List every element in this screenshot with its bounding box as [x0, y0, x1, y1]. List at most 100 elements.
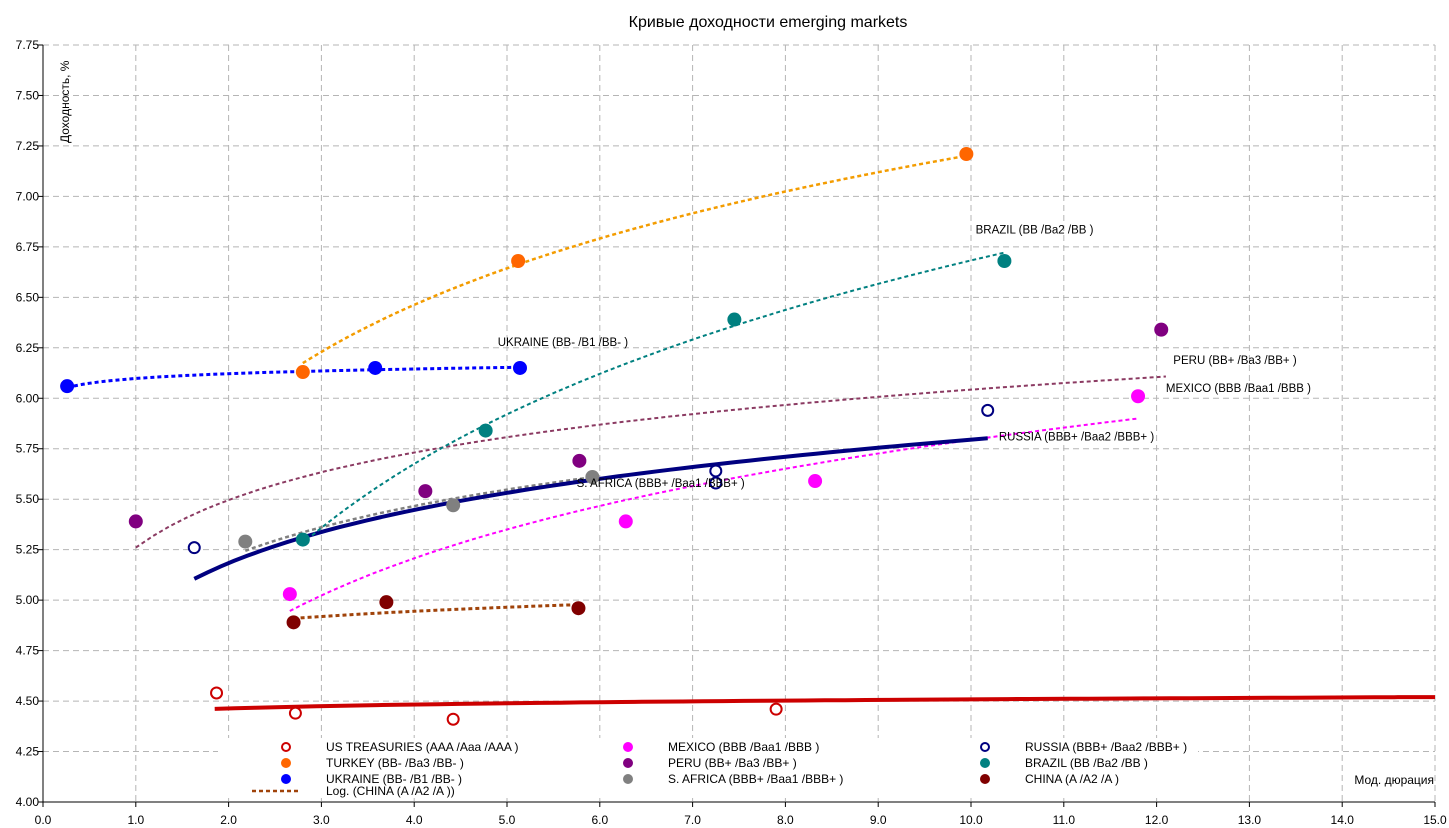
- data-point: [295, 532, 310, 547]
- legend-label: UKRAINE (BB- /B1 /BB- ): [326, 772, 462, 786]
- data-point: [295, 365, 310, 380]
- trend-line: [244, 475, 593, 552]
- series-annotation: S. AFRICA (BBB+ /Baa1 /BBB+ ): [577, 478, 745, 490]
- data-point: [727, 312, 742, 327]
- y-tick-label: 6.75: [16, 240, 40, 254]
- legend-marker: [623, 758, 633, 768]
- data-point: [997, 253, 1012, 268]
- trend-line: [135, 375, 1166, 549]
- legend-label: S. AFRICA (BBB+ /Baa1 /BBB+ ): [668, 772, 843, 786]
- series-annotation: RUSSIA (BBB+ /Baa2 /BBB+ ): [999, 432, 1154, 444]
- y-tick-label: 4.25: [16, 745, 40, 759]
- x-tick-label: 0.0: [35, 813, 52, 827]
- series-annotation: PERU (BB+ /Ba3 /BB+ ): [1173, 355, 1297, 367]
- data-point: [60, 379, 75, 394]
- data-point: [210, 686, 224, 700]
- data-point: [282, 587, 297, 602]
- x-tick-label: 15.0: [1423, 813, 1447, 827]
- chart-title: Кривые доходности emerging markets: [629, 14, 908, 31]
- legend-marker: [281, 774, 291, 784]
- y-tick-label: 6.00: [16, 391, 40, 405]
- data-point: [478, 423, 493, 438]
- legend-label: Log. (CHINA (A /A2 /A )): [326, 784, 455, 798]
- x-axis-label: Мод. дюрация: [1354, 773, 1434, 787]
- data-point: [368, 360, 383, 375]
- data-point: [446, 712, 460, 726]
- data-point: [571, 601, 586, 616]
- legend-marker: [623, 742, 633, 752]
- y-tick-label: 7.25: [16, 139, 40, 153]
- data-point: [1154, 322, 1169, 337]
- legend-label: BRAZIL (BB /Ba2 /BB ): [1025, 756, 1148, 770]
- trend-line: [293, 603, 579, 620]
- data-point: [808, 474, 823, 489]
- legend-marker: [281, 758, 291, 768]
- y-tick-label: 5.25: [16, 543, 40, 557]
- legend-marker: [980, 774, 990, 784]
- data-point: [418, 484, 433, 499]
- data-point: [187, 541, 201, 555]
- x-tick-label: 2.0: [220, 813, 237, 827]
- x-tick-label: 13.0: [1238, 813, 1262, 827]
- x-tick-label: 11.0: [1053, 813, 1076, 827]
- y-tick-label: 7.75: [16, 38, 40, 52]
- data-point: [511, 253, 526, 268]
- y-tick-label: 4.00: [16, 795, 40, 809]
- data-point: [769, 702, 783, 716]
- legend-marker: [980, 742, 990, 752]
- y-tick-label: 7.00: [16, 189, 40, 203]
- trend-line: [214, 695, 1435, 711]
- trend-line: [66, 365, 521, 390]
- y-tick-label: 5.75: [16, 442, 40, 456]
- series-annotation: BRAZIL (BB /Ba2 /BB ): [976, 225, 1094, 237]
- x-tick-label: 5.0: [499, 813, 516, 827]
- data-point: [288, 706, 302, 720]
- legend-label: CHINA (A /A2 /A ): [1025, 772, 1119, 786]
- x-tick-label: 3.0: [313, 813, 330, 827]
- x-tick-label: 1.0: [127, 813, 144, 827]
- x-tick-label: 12.0: [1145, 813, 1169, 827]
- data-point: [286, 615, 301, 630]
- legend-marker: [980, 758, 990, 768]
- x-tick-label: 6.0: [591, 813, 608, 827]
- series-annotation: MEXICO (BBB /Baa1 /BBB ): [1166, 383, 1311, 395]
- data-point: [238, 534, 253, 549]
- x-tick-label: 7.0: [684, 813, 701, 827]
- data-point: [709, 476, 723, 490]
- data-point: [585, 469, 600, 484]
- data-point: [981, 403, 995, 417]
- data-point: [618, 514, 633, 529]
- y-tick-label: 5.00: [16, 593, 40, 607]
- data-point: [709, 464, 723, 478]
- data-point: [512, 360, 527, 375]
- y-tick-label: 5.50: [16, 492, 40, 506]
- legend-marker: [281, 742, 291, 752]
- data-point: [959, 147, 974, 162]
- y-tick-label: 6.50: [16, 290, 40, 304]
- x-tick-label: 8.0: [777, 813, 794, 827]
- legend-box: [218, 738, 1198, 798]
- y-tick-label: 4.50: [16, 694, 40, 708]
- x-tick-label: 9.0: [870, 813, 887, 827]
- trend-line: [311, 251, 1005, 537]
- y-axis-label: Доходность, %: [58, 60, 72, 143]
- trend-line: [302, 154, 967, 365]
- data-point: [572, 453, 587, 468]
- legend-marker: [623, 774, 633, 784]
- legend-label: US TREASURIES (AAA /Aaa /AAA ): [326, 740, 519, 754]
- data-point: [446, 498, 461, 513]
- legend-label: PERU (BB+ /Ba3 /BB+ ): [668, 756, 797, 770]
- data-point: [1131, 389, 1146, 404]
- y-tick-label: 7.50: [16, 88, 40, 102]
- y-tick-label: 6.25: [16, 341, 40, 355]
- x-tick-label: 14.0: [1331, 813, 1355, 827]
- x-tick-label: 4.0: [406, 813, 423, 827]
- legend-label: RUSSIA (BBB+ /Baa2 /BBB+ ): [1025, 740, 1187, 754]
- y-tick-label: 4.75: [16, 644, 40, 658]
- series-annotation: UKRAINE (BB- /B1 /BB- ): [498, 337, 629, 349]
- legend-label: MEXICO (BBB /Baa1 /BBB ): [668, 740, 819, 754]
- legend-label: TURKEY (BB- /Ba3 /BB- ): [326, 756, 464, 770]
- data-point: [128, 514, 143, 529]
